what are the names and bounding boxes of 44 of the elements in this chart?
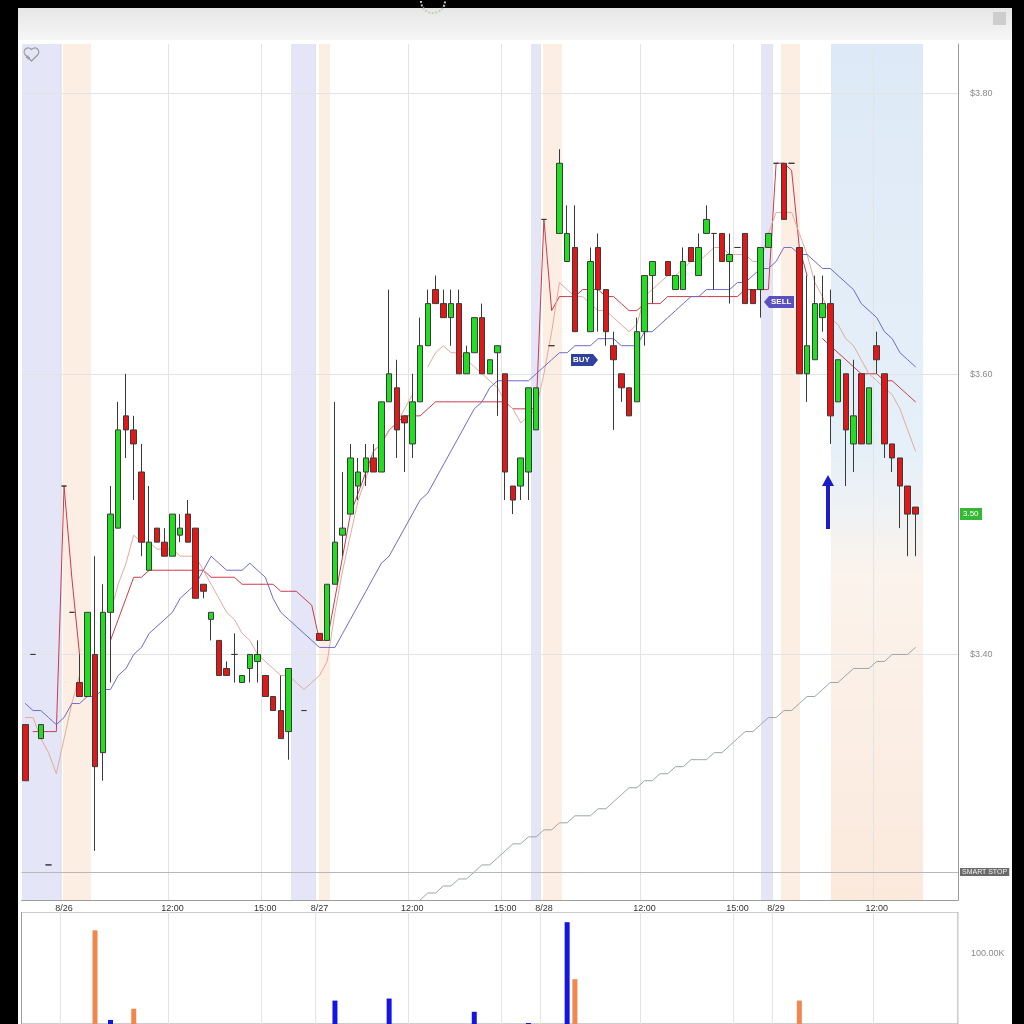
candlestick xyxy=(711,232,717,291)
x-tick-label: 8/28 xyxy=(535,902,553,913)
x-tick-label: 12:00 xyxy=(401,902,424,913)
bar xyxy=(332,1000,338,1024)
candlestick xyxy=(239,674,245,683)
x-tick-label: 8/26 xyxy=(55,902,73,913)
x-tick-label: 8/29 xyxy=(767,902,785,913)
candlestick xyxy=(494,345,501,417)
bar xyxy=(131,1008,137,1024)
bar xyxy=(92,930,98,1024)
candlestick xyxy=(38,724,44,740)
x-tick-label: 8/27 xyxy=(310,902,329,913)
bar xyxy=(564,922,570,1024)
candlestick xyxy=(873,331,880,375)
bar xyxy=(108,1019,114,1024)
x-tick-label: 15:00 xyxy=(254,902,277,913)
candlestick xyxy=(572,204,578,333)
x-tick-label: 15:00 xyxy=(726,902,749,913)
x-tick-label: 12:00 xyxy=(161,902,184,913)
annotation: 3.50 xyxy=(960,508,982,521)
candlestick xyxy=(332,401,338,585)
x-tick-label: 15:00 xyxy=(493,902,517,913)
candlestick xyxy=(208,611,214,641)
annotation: BUY xyxy=(573,354,590,366)
bar xyxy=(471,1011,477,1024)
candlestick xyxy=(339,471,346,557)
bar xyxy=(386,998,392,1024)
x-tick-label: 12:00 xyxy=(633,902,656,913)
candlestick xyxy=(603,289,609,347)
candlestick xyxy=(703,204,710,234)
y-tick-label: $3.80 xyxy=(970,88,993,99)
candlestick xyxy=(610,331,617,431)
text: 100.00K xyxy=(971,947,1005,959)
candlestick xyxy=(502,373,508,501)
bar xyxy=(572,979,578,1024)
candlestick xyxy=(487,359,493,375)
annotation: SELL xyxy=(771,296,792,308)
y-tick-label: $3.60 xyxy=(970,368,993,379)
candlestick xyxy=(22,724,29,782)
candlestick xyxy=(781,162,787,220)
bar xyxy=(796,1000,802,1024)
x-tick-label: 12:00 xyxy=(865,902,888,913)
y-tick-label: $3.40 xyxy=(970,649,993,660)
candlestick xyxy=(231,632,238,683)
